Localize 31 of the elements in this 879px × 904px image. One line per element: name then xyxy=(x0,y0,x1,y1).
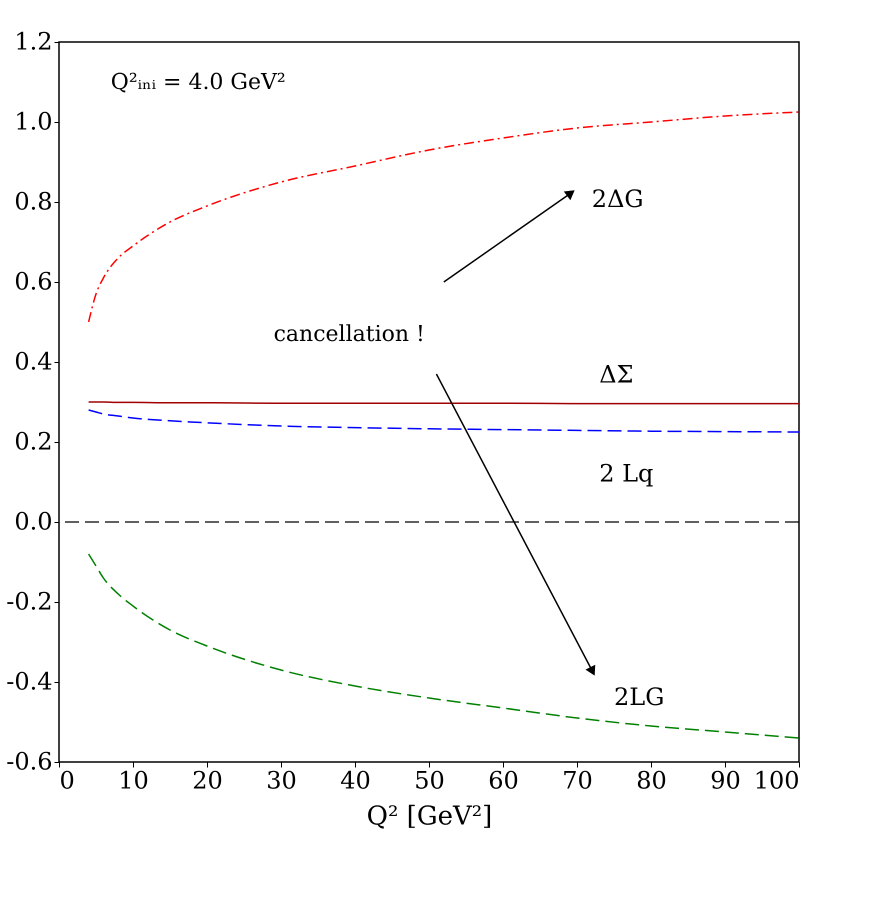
x-tick-label: 90 xyxy=(710,766,741,794)
y-tick-label: 1.0 xyxy=(14,108,52,136)
x-tick-label: 70 xyxy=(562,766,593,794)
series-label: ΔΣ xyxy=(599,360,634,389)
y-tick-label: 0.6 xyxy=(14,268,52,296)
annotation: Q²ᵢₙᵢ = 4.0 GeV² xyxy=(110,70,286,95)
y-tick-label: 0.4 xyxy=(14,348,52,376)
x-tick-label: 80 xyxy=(636,766,667,794)
line-series xyxy=(88,409,800,433)
y-tick-label: 0.2 xyxy=(14,428,52,456)
y-tick-label: -0.6 xyxy=(6,748,52,776)
x-tick-label: 30 xyxy=(266,766,297,794)
y-tick-label: -0.2 xyxy=(6,588,52,616)
line-series xyxy=(88,111,800,323)
annotation: cancellation ! xyxy=(274,322,425,347)
x-tick-label: 100 xyxy=(754,766,800,794)
line-series xyxy=(88,553,800,739)
x-tick-label: 50 xyxy=(414,766,445,794)
series-label: 2LG xyxy=(614,683,664,711)
y-tick-label: 1.2 xyxy=(14,28,52,56)
y-tick-label: 0.8 xyxy=(14,188,52,216)
y-tick-label: -0.4 xyxy=(6,668,52,696)
x-tick-label: 0 xyxy=(60,766,75,794)
text: 2ΔG xyxy=(592,185,644,213)
x-tick-label: 20 xyxy=(192,766,223,794)
y-tick-label: 0.0 xyxy=(14,508,52,536)
series-label: 2 Lq xyxy=(599,459,654,488)
x-axis-title: Q² [GeV²] xyxy=(366,802,492,832)
x-tick-label: 40 xyxy=(340,766,371,794)
x-tick-label: 10 xyxy=(118,766,149,794)
x-tick-label: 60 xyxy=(488,766,519,794)
